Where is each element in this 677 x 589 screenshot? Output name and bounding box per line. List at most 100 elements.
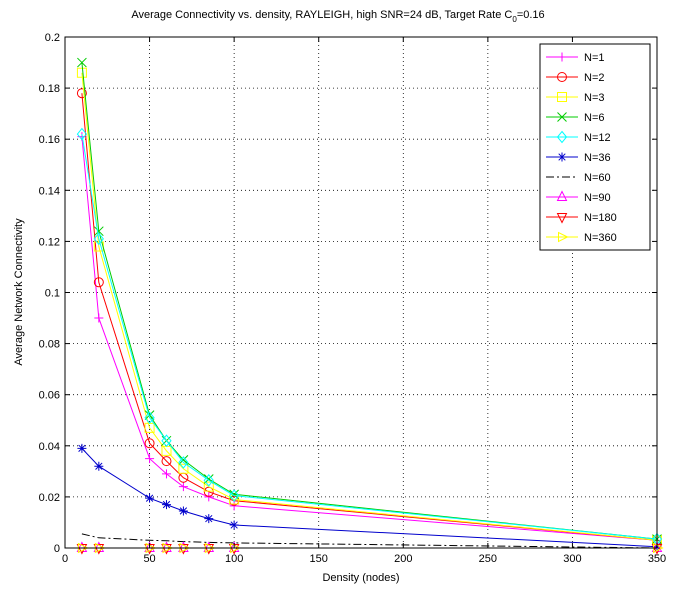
x-tick-label: 100 [225, 553, 243, 565]
x-axis-label: Density (nodes) [322, 572, 399, 584]
chart-title: Average Connectivity vs. density, RAYLEI… [131, 9, 544, 24]
y-tick-label: 0.16 [39, 134, 60, 146]
data-point [76, 127, 88, 141]
legend-item: N=36 [546, 152, 611, 164]
y-tick-label: 0 [54, 543, 60, 555]
legend-label: N=180 [584, 212, 617, 224]
data-point [229, 501, 239, 511]
data-point [557, 152, 567, 162]
x-tick-label: 200 [394, 553, 412, 565]
data-point [557, 112, 567, 122]
title-main: Average Connectivity vs. density, RAYLEI… [131, 9, 512, 21]
title-subscript: 0 [512, 15, 517, 24]
ticks: 0 50 100 150 200 250 300 350 0 0.02 0.04 0.06 0.08 0.… [39, 32, 667, 565]
title-tail: =0.16 [517, 9, 545, 21]
data-point [229, 520, 239, 530]
data-point [161, 469, 171, 479]
data-point [76, 88, 87, 99]
legend-item: N=12 [546, 130, 611, 144]
legend-item: N=60 [546, 172, 611, 184]
data-point [76, 67, 87, 78]
legend-label: N=3 [584, 92, 605, 104]
data-point [203, 481, 214, 492]
data-point [651, 541, 663, 552]
data-point [203, 541, 215, 552]
data-point [203, 474, 214, 487]
data-point [178, 541, 189, 552]
data-point [203, 544, 215, 555]
data-point [145, 493, 155, 503]
data-point [161, 544, 172, 555]
data-point [161, 434, 172, 447]
data-point [93, 226, 104, 237]
data-point [144, 438, 155, 449]
legend: N=1 N=2 N=3 N=6 N=12 N=36 N=60 N=90 N=180 N=360 [539, 43, 651, 251]
data-point [76, 544, 88, 555]
data-point [557, 72, 567, 82]
data-point [161, 456, 172, 467]
series-line [81, 533, 658, 549]
x-tick-label: 350 [648, 553, 666, 565]
x-tick-label: 50 [143, 553, 155, 565]
y-tick-label: 0.02 [39, 492, 60, 504]
data-point [178, 482, 188, 492]
data-point [178, 506, 188, 516]
data-point [178, 544, 189, 555]
data-point [161, 541, 172, 552]
y-tick-label: 0.2 [45, 32, 60, 44]
x-tick-label: 0 [62, 553, 68, 565]
series-line [81, 62, 658, 540]
legend-item: N=180 [546, 212, 617, 224]
legend-label: N=90 [584, 192, 611, 204]
data-point [77, 57, 87, 68]
data-point [178, 454, 189, 465]
data-point [144, 411, 155, 424]
data-point [144, 422, 155, 433]
grid [65, 37, 657, 548]
data-point [93, 232, 104, 246]
data-point [178, 456, 189, 469]
data-point [94, 313, 104, 323]
data-point [557, 92, 567, 102]
y-tick-label: 0.12 [39, 236, 60, 248]
data-point [144, 410, 155, 420]
y-tick-label: 0.06 [39, 390, 60, 402]
x-tick-label: 150 [310, 553, 328, 565]
data-point [556, 130, 568, 144]
legend-label: N=360 [584, 232, 617, 244]
legend-item: N=3 [546, 92, 605, 104]
series-n-12 [76, 127, 663, 546]
data-point [556, 190, 568, 201]
legend-item: N=2 [546, 72, 605, 84]
data-point [228, 489, 240, 502]
series-line [81, 448, 658, 548]
legend-label: N=12 [584, 132, 611, 144]
data-point [93, 277, 104, 288]
data-point [556, 213, 568, 224]
legend-label: N=6 [584, 112, 605, 124]
svg-text:Average Connectivity vs. densi: Average Connectivity vs. density, RAYLEI… [131, 9, 544, 24]
y-tick-label: 0.14 [39, 185, 60, 197]
x-tick-label: 300 [563, 553, 581, 565]
legend-item: N=90 [546, 190, 611, 204]
data-point [203, 486, 214, 497]
data-point [178, 463, 189, 474]
legend-item: N=1 [546, 52, 605, 64]
y-tick-label: 0.18 [39, 83, 60, 95]
series-line [81, 134, 658, 540]
legend-item: N=6 [546, 112, 605, 124]
data-point [145, 454, 155, 464]
data-point [558, 231, 569, 243]
y-tick-label: 0.04 [39, 441, 60, 453]
data-point [94, 461, 104, 471]
legend-item: N=360 [546, 231, 617, 244]
data-point [77, 443, 87, 453]
legend-label: N=60 [584, 172, 611, 184]
data-point [161, 500, 171, 510]
series-n-60 [81, 533, 658, 549]
y-tick-label: 0.08 [39, 339, 60, 351]
data-point [93, 541, 105, 552]
data-point [557, 52, 567, 62]
legend-label: N=36 [584, 152, 611, 164]
